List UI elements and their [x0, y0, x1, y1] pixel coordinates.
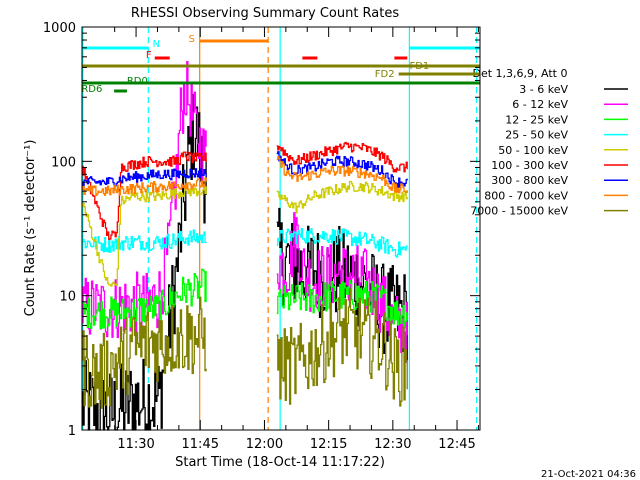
legend-entry-5: 100 - 300 keV: [491, 159, 568, 172]
legend-title: Det 1,3,6,9, Att 0: [473, 67, 568, 80]
series-line-8-0: [82, 296, 207, 409]
x-tick-label-4: 12:30: [374, 437, 411, 452]
series-line-2-1: [276, 279, 408, 329]
series-line-4-1: [276, 180, 408, 214]
series-line-3-1: [276, 228, 408, 258]
flag-label-fd2: FD2: [375, 69, 395, 80]
plot-frame: [81, 26, 481, 431]
flag-label-rd0: RD0: [127, 76, 148, 87]
legend-entry-7: 800 - 7000 keV: [484, 189, 568, 202]
flag-label-n: N: [153, 39, 160, 50]
series-line-3-0: [82, 229, 207, 253]
flag-label-rd6: RD6: [81, 84, 102, 95]
legend-entry-0: 3 - 6 keV: [519, 83, 568, 96]
x-tick-label-3: 12:15: [310, 437, 347, 452]
axes: 1 10 100 1000 11:30 11:45 12:00 12:15 12:30 12:45: [43, 21, 481, 452]
series-line-6-0: [82, 168, 207, 188]
flag-label-f: F: [146, 50, 152, 61]
flag-bars: N S F FD1 FD2 RD0 RD6: [81, 34, 480, 95]
x-axis-label: Start Time (18-Oct-14 11:17:22): [175, 455, 385, 470]
y-tick-label-3: 1000: [43, 21, 76, 36]
y-tick-label-0: 1: [68, 424, 76, 439]
x-tick-label-0: 11:30: [117, 437, 154, 452]
series-line-5-1: [276, 141, 408, 173]
y-tick-label-1: 10: [59, 290, 76, 305]
series-line-6-1: [276, 151, 408, 189]
y-tick-label-2: 100: [51, 155, 76, 170]
series-group: [82, 60, 408, 431]
chart-title: RHESSI Observing Summary Count Rates: [131, 6, 400, 21]
legend-entry-2: 12 - 25 keV: [505, 113, 568, 126]
legend-entry-3: 25 - 50 keV: [505, 129, 568, 142]
series-line-8-1: [276, 288, 408, 407]
series-line-7-1: [276, 155, 408, 194]
timestamp-label: 21-Oct-2021 04:36: [541, 469, 636, 480]
flag-label-fd1: FD1: [409, 61, 429, 72]
y-axis-label: Count Rate (s⁻¹ detector⁻¹): [23, 140, 38, 317]
legend: 3 - 6 keV 6 - 12 keV 12 - 25 keV 25 - 50 ke…: [470, 83, 628, 218]
legend-entry-1: 6 - 12 keV: [512, 98, 568, 111]
x-tick-label-5: 12:45: [438, 437, 475, 452]
legend-entry-6: 300 - 800 keV: [491, 174, 568, 187]
legend-entry-4: 50 - 100 keV: [498, 144, 568, 157]
flag-label-s: S: [189, 34, 195, 45]
legend-entry-8: 7000 - 15000 keV: [470, 205, 568, 218]
series-line-7-0: [82, 177, 207, 197]
x-tick-label-1: 11:45: [182, 437, 219, 452]
series-line-5-0: [82, 151, 207, 240]
series-line-2-0: [82, 268, 207, 330]
x-tick-label-2: 12:00: [246, 437, 283, 452]
